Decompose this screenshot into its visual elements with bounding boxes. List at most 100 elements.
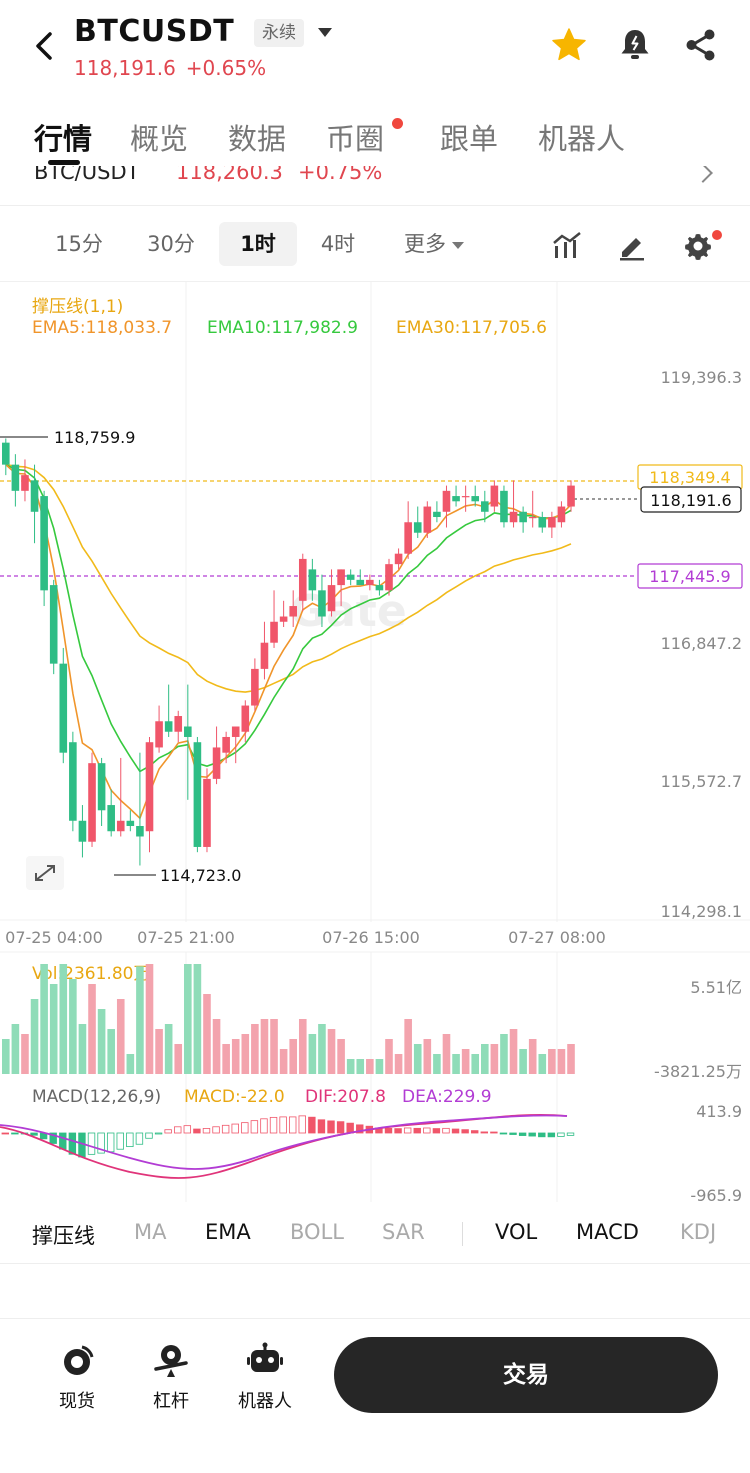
indicator-ema[interactable]: EMA <box>205 1220 251 1244</box>
indicator-macd[interactable]: MACD <box>576 1220 639 1244</box>
ema10-line <box>5 463 572 773</box>
chevron-right-icon[interactable] <box>693 166 713 183</box>
fullscreen-expand-icon[interactable] <box>26 856 64 890</box>
interval-30m[interactable]: 30分 <box>147 232 195 256</box>
macd-bar <box>327 1120 335 1134</box>
indicator-kdj[interactable]: KDJ <box>680 1220 717 1244</box>
volume-bar <box>270 1019 278 1074</box>
volume-bar <box>203 994 211 1074</box>
volume-bar <box>2 1039 10 1074</box>
spot-pair-strip[interactable]: BTC/USDT 118,260.3 +0.75% <box>0 166 750 206</box>
interval-more-label: 更多 <box>404 232 446 256</box>
candle <box>289 606 297 617</box>
nav-spot[interactable]: 现货 <box>32 1341 122 1413</box>
back-arrow-icon[interactable] <box>28 28 64 64</box>
macd-bar <box>279 1116 287 1134</box>
volume-axis-bottom: -3821.25万 <box>654 1062 742 1081</box>
candle <box>184 726 192 737</box>
volume-bar <box>78 1024 87 1074</box>
volume-bar <box>413 1044 422 1074</box>
symbol-dropdown-icon[interactable] <box>318 28 332 37</box>
last-price-tag-box <box>640 486 742 513</box>
nav-margin[interactable]: 杠杆 <box>126 1341 216 1413</box>
macd-bar <box>59 1132 67 1150</box>
tab-bots[interactable]: 机器人 <box>538 122 626 156</box>
price-alert-bell-icon[interactable] <box>616 26 654 64</box>
last-price: 118,191.6 <box>74 56 176 80</box>
volume-bar <box>260 1019 269 1074</box>
price-axis-label-4: 114,298.1 <box>661 902 742 921</box>
volume-legend: Vol:2361.80万 <box>32 964 150 984</box>
chart-settings-gear-icon[interactable] <box>682 230 714 262</box>
header-price: 118,191.6 +0.65% <box>74 56 276 80</box>
support-resistance-legend: 撑压线(1,1) <box>32 297 124 317</box>
candle <box>203 778 211 847</box>
nav-bot[interactable]: 机器人 <box>220 1341 310 1413</box>
volume-bar <box>528 1039 537 1074</box>
indicator-boll[interactable]: BOLL <box>290 1220 344 1244</box>
candle <box>59 663 68 753</box>
macd-axis-bottom: -965.9 <box>690 1186 742 1202</box>
tab-data[interactable]: 数据 <box>228 122 287 156</box>
indicator-support-resistance[interactable]: 撑压线 <box>32 1224 95 1248</box>
volume-bar <box>298 1019 307 1074</box>
ema5-legend: EMA5:118,033.7 <box>32 318 173 338</box>
candle <box>279 616 288 622</box>
chart-type-icon[interactable] <box>551 230 583 262</box>
share-icon[interactable] <box>682 26 720 64</box>
candle <box>298 558 307 601</box>
trade-button[interactable]: 交易 <box>334 1337 718 1413</box>
macd-bar <box>164 1129 172 1134</box>
indicator-sar[interactable]: SAR <box>382 1220 425 1244</box>
indicator-bar: 撑压线 MA EMA BOLL SAR VOL MACD KDJ <box>0 1204 750 1264</box>
volume-bar <box>116 999 125 1074</box>
indicator-vol[interactable]: VOL <box>495 1220 538 1244</box>
drawing-pen-icon[interactable] <box>616 230 648 262</box>
volume-bar <box>308 1034 317 1074</box>
candle <box>222 736 230 753</box>
tab-overview[interactable]: 概览 <box>130 122 189 156</box>
volume-axis-top: 5.51亿 <box>690 978 742 997</box>
candle <box>423 506 432 533</box>
volume-bar <box>184 964 192 1074</box>
macd-bar <box>413 1127 421 1134</box>
symbol-title[interactable]: BTCUSDT <box>74 14 235 49</box>
interval-4h[interactable]: 4时 <box>320 232 356 256</box>
volume-bar <box>279 1049 288 1074</box>
volume-bar <box>337 1039 345 1074</box>
star-favorite-icon[interactable] <box>550 26 588 64</box>
macd-legend-dif: DIF:207.8 <box>305 1087 386 1107</box>
last-price-tag: 118,191.6 <box>650 491 731 510</box>
margin-lever-icon <box>154 1345 188 1377</box>
macd-bar <box>212 1126 220 1134</box>
tab-crypto-circle[interactable]: 币圈 <box>326 122 385 156</box>
indicator-ma[interactable]: MA <box>134 1220 167 1244</box>
volume-bar <box>433 1054 441 1074</box>
tab-market[interactable]: 行情 <box>34 122 93 156</box>
settings-notification-dot <box>712 230 722 240</box>
candle <box>136 826 144 837</box>
interval-15m[interactable]: 15分 <box>55 232 103 256</box>
tab-copy-trading[interactable]: 跟单 <box>440 122 499 156</box>
volume-bar <box>394 1054 403 1074</box>
price-change: +0.65% <box>185 56 267 80</box>
macd-legend-macd: MACD:-22.0 <box>184 1087 285 1107</box>
macd-bar <box>442 1127 450 1134</box>
volume-bar <box>461 1049 470 1074</box>
volume-bar <box>49 984 58 1074</box>
volume-bar <box>231 1039 240 1074</box>
ema10-legend: EMA10:117,982.9 <box>207 318 358 338</box>
macd-bar <box>231 1123 239 1134</box>
volume-bar <box>59 964 68 1074</box>
candle <box>442 490 451 512</box>
candle <box>481 501 489 512</box>
macd-bar <box>394 1128 402 1134</box>
volume-bar <box>107 1029 115 1074</box>
macd-bar <box>116 1132 124 1150</box>
macd-bar <box>461 1129 469 1134</box>
interval-1h[interactable]: 1时 <box>219 222 297 266</box>
volume-bar <box>212 1019 221 1074</box>
kline-chart[interactable]: Gate 118,759.9 114,723.0 119,396.3 116,8… <box>0 282 750 1202</box>
macd-bar <box>49 1132 57 1144</box>
interval-more-dropdown[interactable]: 更多 <box>388 222 480 266</box>
